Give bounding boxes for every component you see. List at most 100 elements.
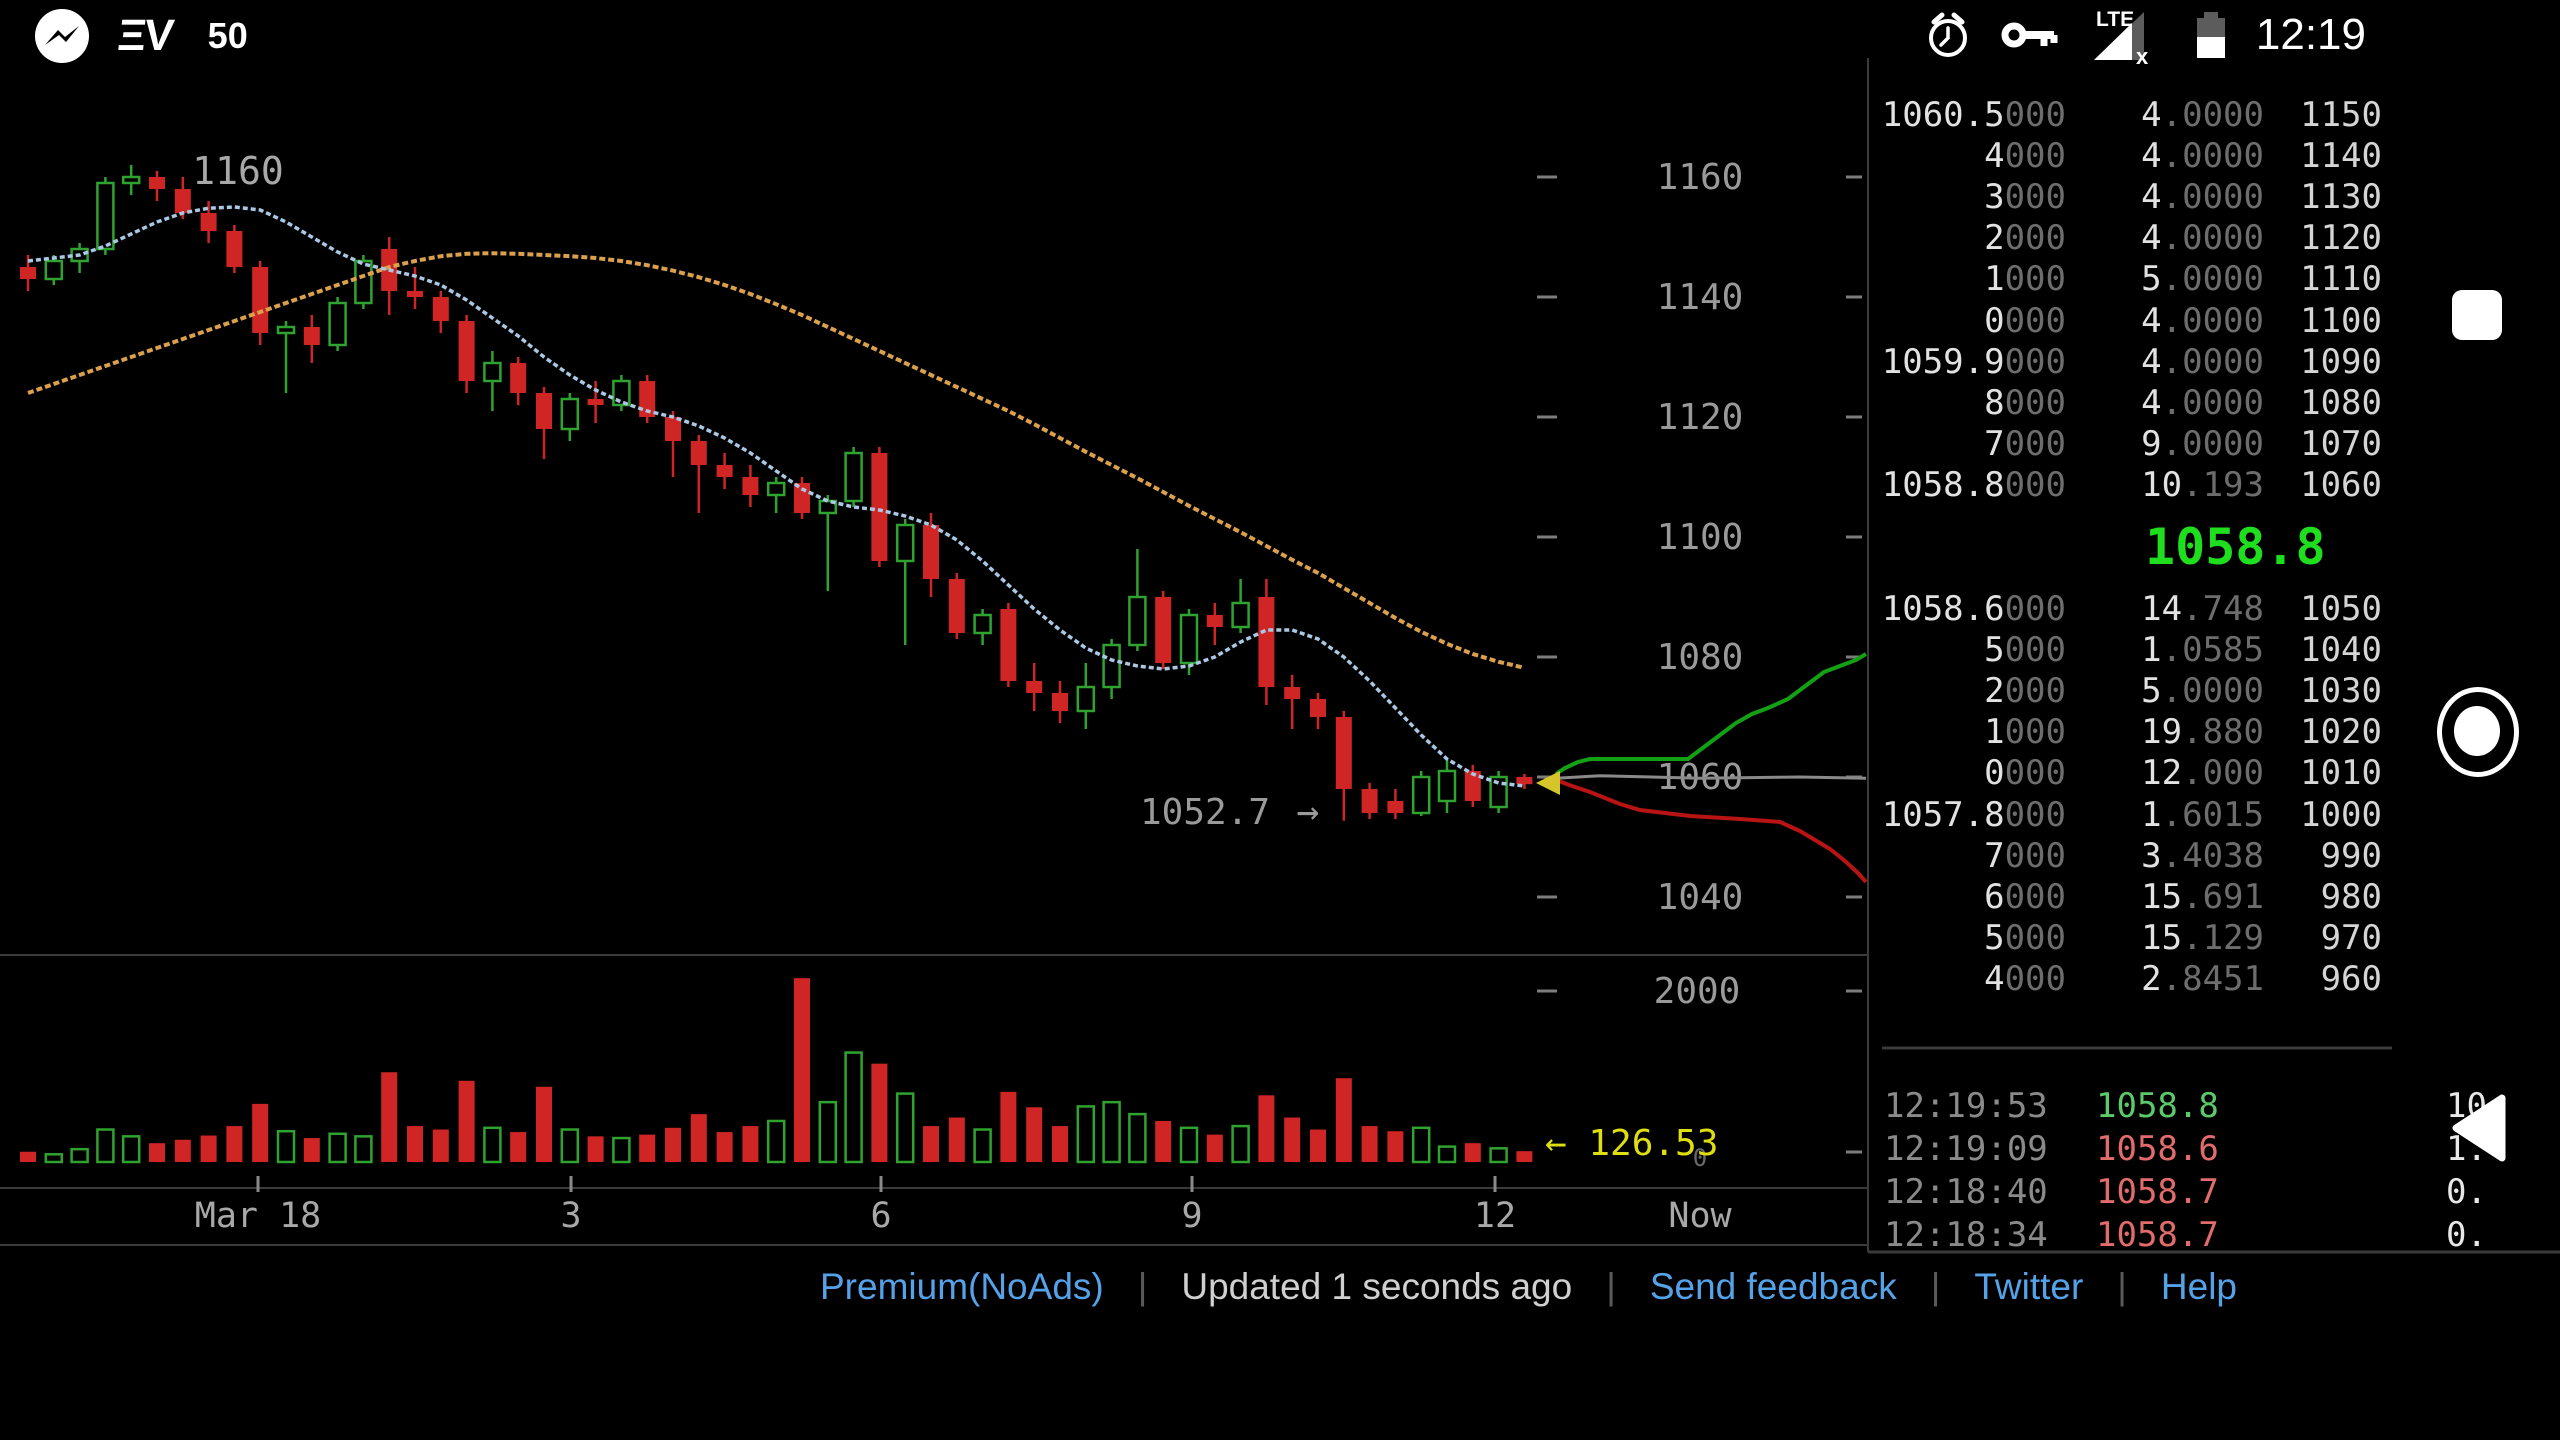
volume-bar-up [483, 1126, 502, 1164]
bid-row-0[interactable]: 1058.6000 14.748 1050 [1880, 589, 2384, 630]
footer-link-premium[interactable]: Premium(NoAds) [820, 1266, 1104, 1307]
candle-body-up [973, 613, 992, 635]
recents-button[interactable] [2452, 290, 2502, 340]
ask-row-1[interactable]: 4000 4.0000 1140 [1880, 136, 2384, 177]
volume-bar-down [1052, 1126, 1068, 1162]
book-amount: 4.0000 [2141, 95, 2264, 135]
footer-link-help[interactable]: Help [2160, 1266, 2238, 1307]
book-amount: 4.0000 [2141, 341, 2264, 382]
volume-bar-down [1026, 1107, 1043, 1162]
ask-row-2[interactable]: 3000 4.0000 1130 [1880, 177, 2384, 218]
book-depth-level: 1080 [2300, 382, 2382, 423]
candle-body-down [1206, 615, 1223, 627]
depth-ask-line [1554, 652, 1868, 776]
ask-row-3[interactable]: 2000 4.0000 1120 [1880, 218, 2384, 259]
bid-row-2[interactable]: 2000 5.0000 1030 [1880, 671, 2384, 712]
volume-bar-down [1335, 1078, 1352, 1162]
bid-row-5[interactable]: 1057.8000 1.6015 1000 [1880, 795, 2384, 836]
candle-body-up [895, 523, 915, 563]
volume-bar-down [432, 1129, 449, 1162]
trade-time: 12:19:53 [1884, 1086, 2048, 1126]
price-axis-label: 1160 [1657, 157, 1744, 198]
footer-separator: | [1606, 1266, 1616, 1307]
book-price: 4000 [1984, 958, 2066, 999]
book-depth-level: 1110 [2300, 259, 2382, 300]
trade-amount: 0. [2446, 1215, 2487, 1255]
bid-row-7[interactable]: 6000 15.691 980 [1880, 877, 2384, 918]
book-depth-level: 1130 [2300, 177, 2382, 218]
ask-row-4[interactable]: 1000 5.0000 1110 [1880, 259, 2384, 300]
candle-body-up [44, 259, 64, 281]
book-depth-level: 1060 [2300, 464, 2382, 505]
candle-body-up [483, 361, 502, 383]
candle-body-up [121, 175, 141, 185]
candle-body-up [766, 481, 786, 497]
volume-bar-down [407, 1126, 423, 1162]
trade-row-2: 12:18:40 1058.7 0. [1884, 1171, 2560, 1214]
book-depth-level: 1120 [2300, 218, 2382, 259]
trade-time: 12:19:09 [1884, 1129, 2048, 1169]
book-amount: 15.691 [2141, 876, 2264, 917]
ask-row-5[interactable]: 0000 4.0000 1100 [1880, 301, 2384, 342]
book-price: 6000 [1984, 876, 2066, 917]
last-price-marker [1536, 771, 1560, 795]
bid-row-1[interactable]: 5000 1.0585 1040 [1880, 630, 2384, 671]
home-button[interactable] [2437, 687, 2519, 777]
book-amount: 4.0000 [2141, 382, 2264, 423]
candle-body-down [1155, 597, 1172, 663]
candle-body-up [1102, 643, 1121, 689]
candle-body-up [1231, 601, 1250, 629]
book-amount: 9.0000 [2141, 423, 2264, 464]
session-low-arrow: → [1297, 789, 1320, 833]
ask-row-7[interactable]: 8000 4.0000 1080 [1880, 383, 2384, 424]
volume-bar-down [20, 1151, 36, 1162]
ask-row-9[interactable]: 1058.8000 10.193 1060 [1880, 465, 2384, 506]
footer-link-send-feedback[interactable]: Send feedback [1649, 1266, 1897, 1307]
bid-row-3[interactable]: 1000 19.880 1020 [1880, 712, 2384, 753]
volume-bar-up [1128, 1112, 1147, 1164]
candle-body-down [742, 477, 759, 495]
candle-body-down [1335, 717, 1352, 789]
candle-body-up [328, 301, 347, 347]
candle-body-down [20, 267, 36, 279]
book-price: 1000 [1984, 712, 2066, 753]
book-amount: 4.0000 [2141, 136, 2264, 177]
volume-bar-down [458, 1080, 475, 1162]
book-amount: 15.129 [2141, 917, 2264, 958]
ask-row-6[interactable]: 1059.9000 4.0000 1090 [1880, 342, 2384, 383]
footer-updated-status: Updated 1 seconds ago [1181, 1266, 1573, 1307]
back-button[interactable] [2452, 1094, 2506, 1162]
footer-link-twitter[interactable]: Twitter [1974, 1266, 2084, 1307]
volume-bar-down [252, 1103, 269, 1162]
candle-body-down [1026, 681, 1043, 693]
ev-app-icon: ΞV [115, 11, 175, 60]
book-amount: 5.0000 [2141, 671, 2264, 712]
candle-body-down [303, 327, 320, 345]
volume-bar-up [354, 1135, 373, 1164]
volume-bar-up [895, 1092, 915, 1164]
book-depth-level: 1000 [2300, 794, 2382, 835]
book-depth-level: 1100 [2300, 300, 2382, 341]
bid-row-4[interactable]: 0000 12.000 1010 [1880, 753, 2384, 794]
volume-bar-up [973, 1128, 992, 1164]
volume-bar-up [1102, 1100, 1121, 1164]
volume-bar-down [1387, 1131, 1404, 1162]
trade-price: 1058.7 [2096, 1172, 2219, 1212]
ask-row-0[interactable]: 1060.5000 4.0000 1150 [1880, 95, 2384, 136]
book-depth-level: 1150 [2300, 95, 2382, 135]
volume-axis-label: 2000 [1654, 971, 1741, 1012]
bid-row-8[interactable]: 5000 15.129 970 [1880, 918, 2384, 959]
volume-bar-down [587, 1136, 604, 1162]
ask-row-8[interactable]: 7000 9.0000 1070 [1880, 424, 2384, 465]
volume-bar-down [716, 1132, 733, 1162]
bid-row-6[interactable]: 7000 3.4038 990 [1880, 836, 2384, 877]
book-price: 3000 [1984, 177, 2066, 218]
footer-bar: Premium(NoAds) | Updated 1 seconds ago | Sen… [820, 1266, 2237, 1308]
volume-bar-down [381, 1072, 398, 1162]
svg-text:x: x [2136, 44, 2149, 64]
volume-bar-down [948, 1117, 965, 1162]
bid-row-9[interactable]: 4000 2.8451 960 [1880, 959, 2384, 1000]
volume-bar-down [1155, 1120, 1172, 1162]
volume-bar-down [690, 1114, 707, 1162]
